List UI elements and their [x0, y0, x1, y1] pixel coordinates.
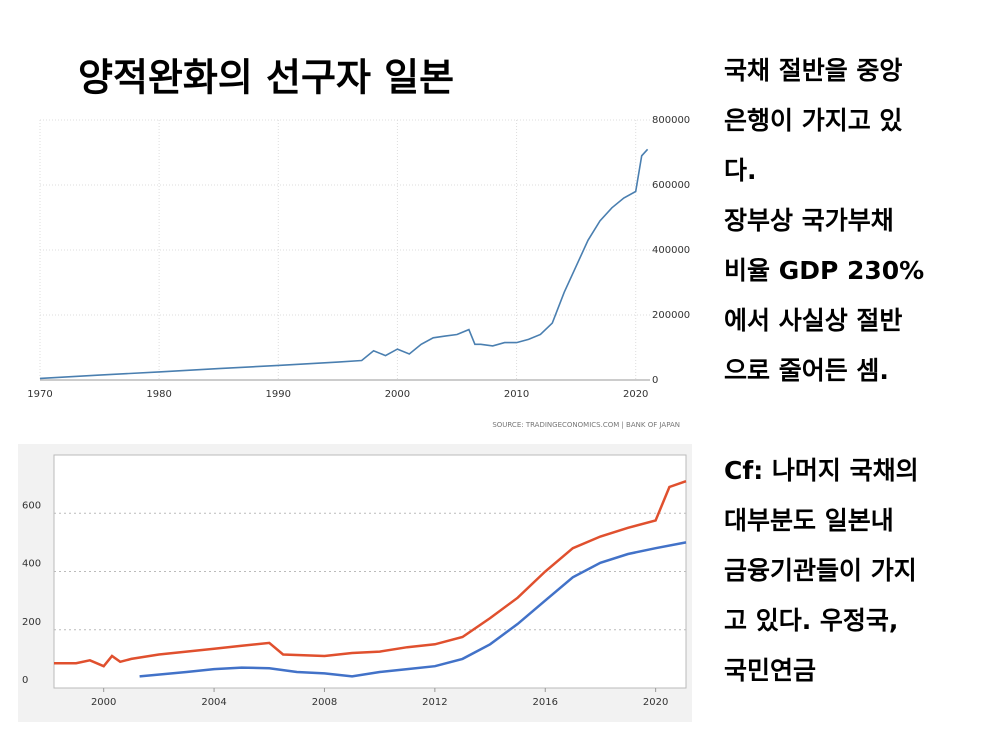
- side-text: 금융기관들이 가지: [724, 556, 917, 585]
- x-tick-label: 2008: [312, 697, 337, 708]
- x-tick-label: 2020: [623, 389, 648, 400]
- y-tick-label: 400000: [652, 245, 690, 256]
- x-tick-label: 2004: [201, 697, 226, 708]
- slide-title: 양적완화의 선구자 일본: [78, 56, 454, 100]
- y-tick-label: 200000: [652, 310, 690, 321]
- side-text: 국채 절반을 중앙: [724, 56, 902, 85]
- side-text: 은행이 가지고 있: [724, 106, 902, 135]
- y-tick-label: 600: [22, 500, 41, 511]
- side-text: 장부상 국가부채: [724, 206, 894, 235]
- side-text: 에서 사실상 절반: [724, 306, 902, 335]
- x-tick-label: 2020: [643, 697, 668, 708]
- x-tick-label: 2010: [504, 389, 529, 400]
- y-tick-label: 0: [652, 375, 658, 386]
- data-line: [39, 148, 649, 380]
- x-tick-label: 1990: [266, 389, 291, 400]
- x-tick-label: 2012: [422, 697, 447, 708]
- x-tick-label: 2016: [533, 697, 558, 708]
- y-tick-label: 200: [22, 617, 41, 628]
- x-tick-label: 1970: [27, 389, 52, 400]
- data-line: [54, 480, 687, 668]
- side-text: 국민연금: [724, 656, 816, 685]
- side-text: 고 있다. 우정국,: [724, 606, 898, 635]
- x-tick-label: 1980: [146, 389, 171, 400]
- y-tick-label: 800000: [652, 115, 690, 126]
- data-line: [139, 541, 687, 678]
- x-tick-label: 2000: [385, 389, 410, 400]
- side-text: 대부분도 일본내: [724, 506, 894, 535]
- side-text: Cf: 나머지 국채의: [724, 456, 919, 485]
- y-tick-label: 400: [22, 559, 41, 570]
- y-tick-label: 0: [22, 675, 28, 686]
- y-tick-label: 600000: [652, 180, 690, 191]
- source-note: SOURCE: TRADINGECONOMICS.COM | BANK OF J…: [492, 421, 680, 429]
- side-text: 비율 GDP 230%: [724, 256, 924, 285]
- side-text: 으로 줄어든 셈.: [724, 356, 889, 385]
- x-tick-label: 2000: [91, 697, 116, 708]
- side-text: 다.: [724, 156, 757, 185]
